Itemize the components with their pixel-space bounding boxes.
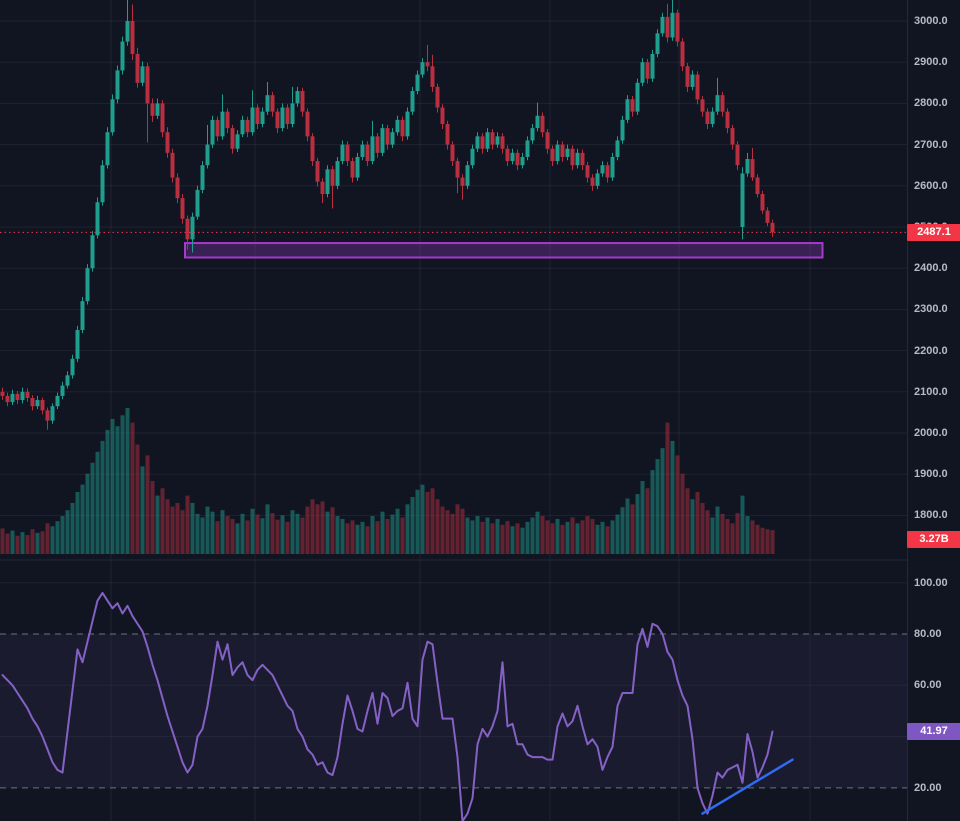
chart-plot-area[interactable] (0, 0, 907, 821)
last-price-badge: 2487.1 (907, 223, 960, 241)
price-axis-tick: 2300.0 (914, 303, 948, 316)
price-axis-tick: 2200.0 (914, 344, 948, 357)
price-axis-tick: 3000.0 (914, 15, 948, 27)
price-axis-tick: 2800.0 (914, 97, 948, 110)
rsi-axis-tick: 60.00 (914, 679, 942, 692)
rsi-axis-tick: 100.00 (914, 576, 948, 589)
price-axis-tick: 2900.0 (914, 56, 948, 69)
price-axis-tick: 1900.0 (914, 468, 948, 481)
rsi-trendline[interactable] (701, 758, 794, 815)
rsi-axis-tick: 20.00 (914, 781, 942, 794)
volume-series (0, 408, 775, 554)
price-axis-tick: 1800.0 (914, 509, 948, 522)
rsi-band (0, 633, 907, 789)
candlestick-series (0, 0, 775, 430)
price-axis[interactable]: 3000.02900.02800.02700.02600.02500.02400… (907, 0, 960, 821)
support-zone-rectangle[interactable] (184, 242, 824, 259)
price-axis-tick: 2100.0 (914, 385, 948, 398)
volume-badge: 3.27B (907, 531, 960, 548)
price-axis-tick: 2000.0 (914, 427, 948, 439)
price-axis-tick: 2600.0 (914, 179, 948, 192)
rsi-axis-tick: 80.00 (914, 628, 942, 640)
price-axis-tick: 2700.0 (914, 138, 948, 151)
price-axis-tick: 2400.0 (914, 262, 948, 275)
rsi-series (1, 591, 774, 821)
rsi-value-badge: 41.97 (907, 723, 960, 741)
